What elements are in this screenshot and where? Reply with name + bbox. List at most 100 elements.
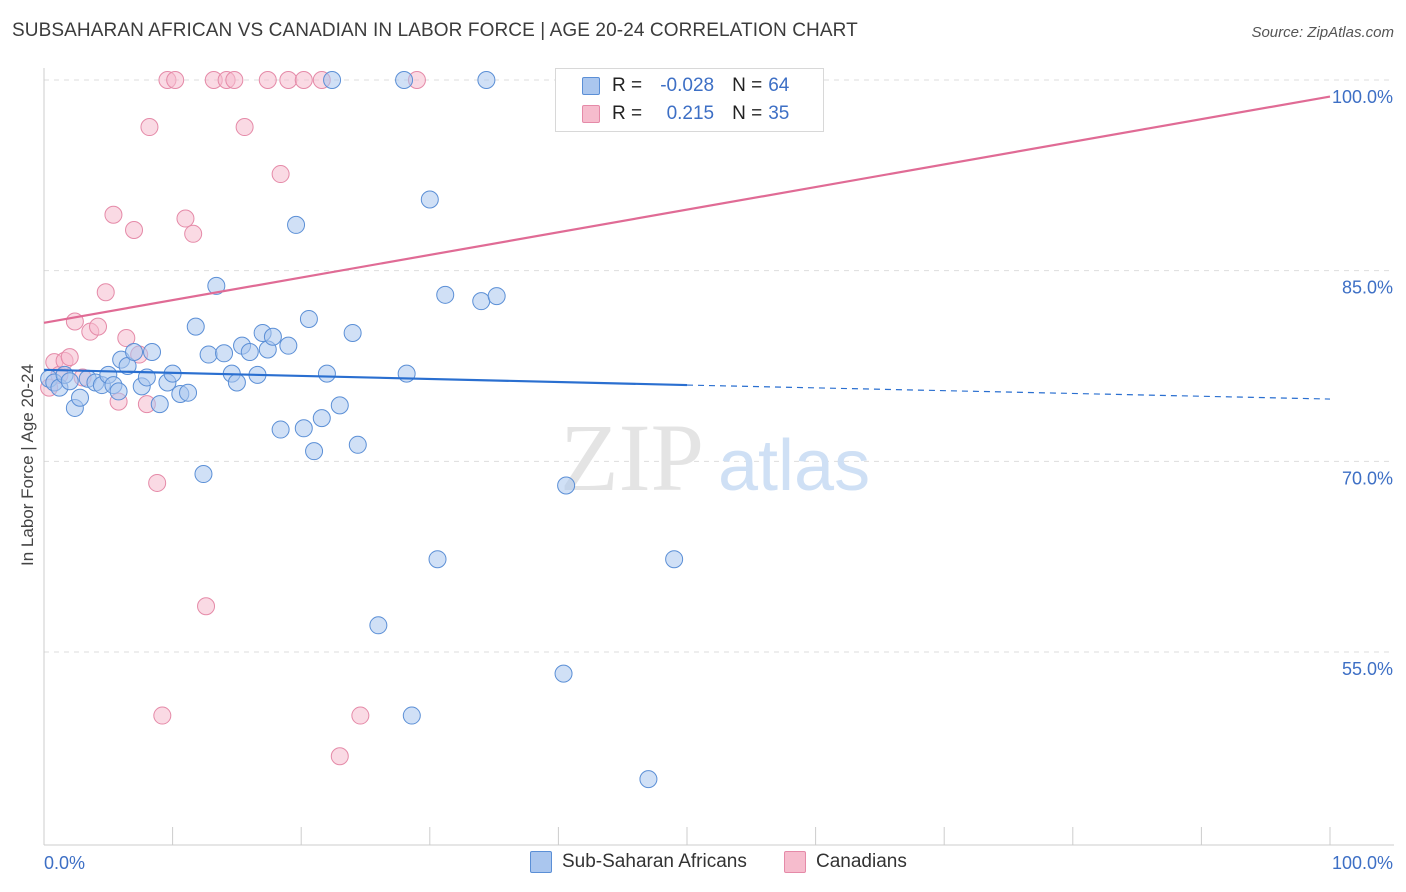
data-point-canadians <box>89 317 108 336</box>
data-point-sub-saharan-africans <box>186 317 205 336</box>
data-point-sub-saharan-africans <box>227 373 246 392</box>
watermark-zip: ZIP <box>560 404 704 511</box>
data-point-sub-saharan-africans <box>240 343 259 362</box>
data-point-canadians <box>148 473 167 492</box>
correlation-legend: R = -0.028 N = 64 R = 0.215 N = 35 <box>555 68 824 132</box>
y-tick-label: 55.0% <box>1342 659 1393 679</box>
data-point-sub-saharan-africans <box>71 388 90 407</box>
data-point-sub-saharan-africans <box>271 420 290 439</box>
data-point-canadians <box>125 220 144 239</box>
data-point-sub-saharan-africans <box>294 419 313 438</box>
legend-n-label: N = <box>732 75 763 96</box>
trend-line-canadians <box>43 95 1331 324</box>
data-point-sub-saharan-africans <box>665 550 684 569</box>
data-point-sub-saharan-africans <box>487 287 506 306</box>
data-point-sub-saharan-africans <box>554 664 573 683</box>
data-point-sub-saharan-africans <box>199 345 218 364</box>
trend-line-sub-saharan-africans <box>43 368 688 387</box>
legend-swatch-blue <box>582 77 600 95</box>
data-point-canadians <box>279 71 298 89</box>
data-point-sub-saharan-africans <box>143 343 162 362</box>
source-label: Source: ZipAtlas.com <box>1251 24 1394 41</box>
y-tick-label: 85.0% <box>1342 278 1393 298</box>
x-tick-label: 100.0% <box>1332 853 1393 873</box>
data-point-sub-saharan-africans <box>194 465 213 484</box>
data-point-canadians <box>117 329 136 348</box>
grid-lines <box>44 79 1394 653</box>
tick-labels: 55.0% 70.0% 85.0% 100.0% 0.0% 100.0% <box>44 87 1393 873</box>
bottom-legend-pink[interactable]: Canadians <box>784 851 907 873</box>
data-point-sub-saharan-africans <box>317 364 336 383</box>
data-point-sub-saharan-africans <box>436 285 455 304</box>
legend-r-value: 0.215 <box>666 103 715 124</box>
x-tick-label: 0.0% <box>44 853 85 873</box>
data-point-canadians <box>294 71 313 89</box>
data-point-sub-saharan-africans <box>60 372 79 391</box>
data-point-sub-saharan-africans <box>428 550 447 569</box>
data-point-canadians <box>60 348 79 367</box>
bottom-legend-blue[interactable]: Sub-Saharan Africans <box>530 851 747 873</box>
data-point-canadians <box>140 118 159 137</box>
data-point-sub-saharan-africans <box>557 476 576 495</box>
trend-lines <box>43 95 1331 400</box>
data-point-sub-saharan-africans <box>395 71 414 89</box>
data-point-sub-saharan-africans <box>150 395 169 414</box>
series-canadians <box>40 71 426 766</box>
data-point-canadians <box>104 205 123 224</box>
data-point-canadians <box>176 209 195 228</box>
data-point-sub-saharan-africans <box>305 442 324 461</box>
data-point-canadians <box>153 706 172 725</box>
data-point-sub-saharan-africans <box>402 706 421 725</box>
data-point-sub-saharan-africans <box>207 276 226 295</box>
data-point-sub-saharan-africans <box>215 344 234 363</box>
data-point-sub-saharan-africans <box>477 71 496 89</box>
data-point-canadians <box>96 283 115 302</box>
legend-r-label: R = <box>612 75 643 96</box>
bottom-legend-swatch-pink <box>784 851 806 873</box>
data-point-sub-saharan-africans <box>299 309 318 328</box>
data-point-canadians <box>197 597 216 616</box>
data-point-sub-saharan-africans <box>639 770 658 789</box>
legend-r-label: R = <box>612 103 643 124</box>
data-point-canadians <box>330 747 349 766</box>
legend-swatch-pink <box>582 105 600 123</box>
data-point-sub-saharan-africans <box>330 396 349 415</box>
data-point-canadians <box>235 118 254 137</box>
data-point-sub-saharan-africans <box>279 336 298 355</box>
y-tick-label: 100.0% <box>1332 87 1393 107</box>
y-tick-label: 70.0% <box>1342 468 1393 488</box>
axes <box>43 68 1394 846</box>
data-point-canadians <box>271 165 290 184</box>
data-point-sub-saharan-africans <box>472 292 491 311</box>
legend-row-blue: R = -0.028 N = 64 <box>556 72 789 100</box>
chart-title: SUBSAHARAN AFRICAN VS CANADIAN IN LABOR … <box>12 20 858 41</box>
legend-n-label: N = <box>732 103 763 124</box>
bottom-legend-label-pink: Canadians <box>816 851 907 872</box>
legend-r-value: -0.028 <box>660 75 715 96</box>
data-point-sub-saharan-africans <box>179 383 198 402</box>
watermark: ZIP atlas <box>560 404 870 511</box>
data-point-sub-saharan-africans <box>125 343 144 362</box>
trend-line-extension <box>686 384 1331 400</box>
y-axis-label: In Labor Force | Age 20-24 <box>18 364 37 566</box>
data-point-sub-saharan-africans <box>287 215 306 234</box>
legend-row-pink: R = 0.215 N = 35 <box>556 100 789 128</box>
bottom-legend-label-blue: Sub-Saharan Africans <box>562 851 747 872</box>
data-point-sub-saharan-africans <box>343 323 362 342</box>
data-point-sub-saharan-africans <box>323 71 342 89</box>
legend-n-value: 64 <box>768 75 790 96</box>
data-point-canadians <box>351 706 370 725</box>
data-point-sub-saharan-africans <box>420 190 439 209</box>
data-point-sub-saharan-africans <box>263 327 282 346</box>
bottom-legend-swatch-blue <box>530 851 552 873</box>
data-point-sub-saharan-africans <box>348 435 367 454</box>
data-point-sub-saharan-africans <box>109 382 128 401</box>
legend-n-value: 35 <box>768 103 790 124</box>
watermark-atlas: atlas <box>718 426 870 506</box>
data-point-sub-saharan-africans <box>312 409 331 428</box>
data-point-sub-saharan-africans <box>369 616 388 635</box>
data-point-canadians <box>184 224 203 243</box>
data-point-canadians <box>258 71 277 89</box>
data-point-canadians <box>225 71 244 89</box>
